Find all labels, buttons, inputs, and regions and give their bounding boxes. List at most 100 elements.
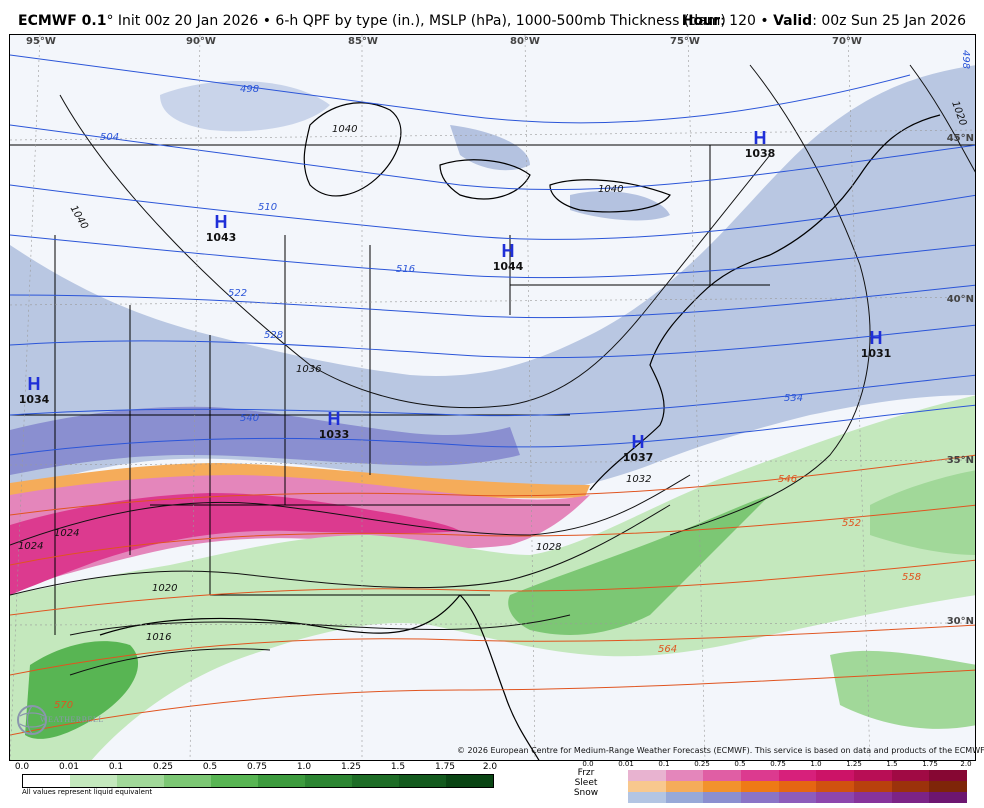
sleet-swatch xyxy=(891,781,930,792)
sleet-swatch xyxy=(929,781,968,792)
logo-text: WEATHERBELL xyxy=(40,715,104,724)
sleet-swatch xyxy=(816,781,855,792)
isobar-label: 1024 xyxy=(54,528,80,539)
sleet-swatch xyxy=(628,781,666,792)
frzr-swatch xyxy=(741,770,779,781)
heavy-freezing-rain xyxy=(10,493,460,595)
qpf-tick: 0.01 xyxy=(58,762,80,772)
type-label-snow: Snow xyxy=(573,788,599,798)
isobar-label: 1020 xyxy=(152,583,178,594)
type-tick: 0.75 xyxy=(770,760,786,768)
type-tick: 1.25 xyxy=(846,760,862,768)
snow-color-row xyxy=(628,792,968,803)
qpf-tick: 0.0 xyxy=(14,762,30,772)
type-tick: 2.0 xyxy=(960,760,972,768)
rain-area-south xyxy=(10,395,975,760)
map-graphic xyxy=(10,35,975,760)
type-tick: 0.01 xyxy=(618,760,634,768)
high-pressure-center: H 1043 xyxy=(199,213,243,244)
snow-swatch xyxy=(891,792,930,803)
pressure-value: 1043 xyxy=(205,231,237,244)
snow-swatch xyxy=(816,792,855,803)
isobar-label: 1032 xyxy=(626,474,652,485)
isobar-label: 1036 xyxy=(296,364,322,375)
qpf-legend-ticks: 0.0 0.01 0.1 0.25 0.5 0.75 1.0 1.25 1.5 … xyxy=(15,762,497,774)
snow-area-lake-effect xyxy=(160,81,330,132)
longitude-label: 90°W xyxy=(186,36,216,47)
thickness-label: 570 xyxy=(54,700,74,711)
qpf-tick: 0.1 xyxy=(108,762,124,772)
freezing-rain-color-row xyxy=(628,770,968,781)
sleet-color-row xyxy=(628,781,968,792)
qpf-swatch xyxy=(305,775,352,787)
qpf-swatch xyxy=(117,775,164,787)
qpf-tick: 1.25 xyxy=(340,762,362,772)
qpf-color-bar xyxy=(22,774,494,788)
thickness-label: 498 xyxy=(960,49,972,70)
thickness-label: 516 xyxy=(396,264,416,275)
rain-area-offshore-east xyxy=(830,650,975,729)
high-pressure-center: H 1037 xyxy=(616,433,660,464)
qpf-swatch xyxy=(258,775,305,787)
header: ECMWF 0.1° Init 00z 20 Jan 2026 • 6-h QP… xyxy=(0,0,984,34)
latitude-label: 45°N xyxy=(946,133,974,144)
high-letter: H xyxy=(869,328,883,348)
type-tick: 0.25 xyxy=(694,760,710,768)
qpf-tick: 1.75 xyxy=(434,762,456,772)
map-description: ° Init 00z 20 Jan 2026 • 6-h QPF by type… xyxy=(106,13,726,29)
type-tick: 0.5 xyxy=(734,760,746,768)
heavy-snow-band xyxy=(10,406,520,475)
sleet-swatch xyxy=(703,781,742,792)
snow-area xyxy=(10,65,975,497)
valid-value: : 00z Sun 25 Jan 2026 xyxy=(812,13,966,29)
qpf-swatch xyxy=(164,775,211,787)
pressure-value: 1033 xyxy=(318,428,350,441)
thickness-label: 558 xyxy=(902,572,922,583)
snow-area-great-lakes xyxy=(450,125,670,221)
frzr-swatch xyxy=(816,770,855,781)
high-pressure-center: H 1033 xyxy=(312,410,356,441)
type-legend-ticks: 0.0 0.01 0.1 0.25 0.5 0.75 1.0 1.25 1.5 … xyxy=(582,760,974,770)
longitude-label: 95°W xyxy=(26,36,56,47)
state-borders xyxy=(10,144,975,635)
isobar-label: 1024 xyxy=(18,541,44,552)
latitude-label: 35°N xyxy=(946,455,974,466)
thickness-label: 522 xyxy=(228,288,248,299)
weather-map xyxy=(9,34,976,761)
pressure-value: 1034 xyxy=(18,393,50,406)
high-letter: H xyxy=(753,128,767,148)
snow-swatch xyxy=(854,792,892,803)
high-letter: H xyxy=(327,409,341,429)
longitude-label: 70°W xyxy=(832,36,862,47)
precip-type-legend: 0.0 0.01 0.1 0.25 0.5 0.75 1.0 1.25 1.5 … xyxy=(556,760,974,806)
high-letter: H xyxy=(27,374,41,394)
frzr-swatch xyxy=(665,770,704,781)
pressure-value: 1031 xyxy=(860,347,892,360)
latitude-label: 30°N xyxy=(946,616,974,627)
qpf-legend: 0.0 0.01 0.1 0.25 0.5 0.75 1.0 1.25 1.5 … xyxy=(15,762,497,796)
high-pressure-center: H 1044 xyxy=(486,242,530,273)
qpf-swatch xyxy=(211,775,258,787)
coastline xyxy=(99,102,941,760)
qpf-tick: 1.5 xyxy=(390,762,406,772)
frzr-swatch xyxy=(891,770,930,781)
isobar-label: 1040 xyxy=(598,184,624,195)
graticule xyxy=(10,35,975,760)
rain-area-heavy-gulf xyxy=(25,641,139,739)
type-tick: 1.75 xyxy=(922,760,938,768)
thickness-label: 504 xyxy=(100,132,120,143)
qpf-tick: 0.5 xyxy=(202,762,218,772)
frzr-swatch xyxy=(929,770,968,781)
type-tick: 0.0 xyxy=(582,760,594,768)
model-name: ECMWF 0.1 xyxy=(18,13,107,29)
longitude-label: 75°W xyxy=(670,36,700,47)
hour-value: : 120 • xyxy=(720,13,769,29)
qpf-tick: 0.25 xyxy=(152,762,174,772)
snow-swatch xyxy=(741,792,779,803)
snow-swatch xyxy=(665,792,704,803)
longitude-label: 85°W xyxy=(348,36,378,47)
precip-type-labels: Frzr Sleet Snow xyxy=(556,768,616,798)
thickness-label: 540 xyxy=(240,413,260,424)
isobar-label: 1028 xyxy=(536,542,562,553)
thickness-label: 552 xyxy=(842,518,862,529)
